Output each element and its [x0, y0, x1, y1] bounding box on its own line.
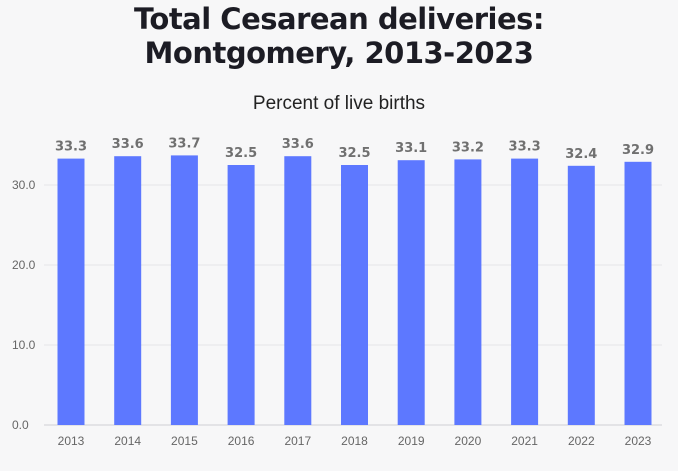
bar-2019 [397, 160, 425, 425]
data-label-2014: 33.6 [112, 137, 144, 152]
y-tick-label: 30.0 [12, 178, 36, 192]
x-tick-label: 2018 [341, 434, 368, 448]
x-tick-label: 2015 [171, 434, 198, 448]
data-label-2021: 33.3 [509, 140, 541, 155]
bar-2015 [170, 155, 198, 425]
data-label-2022: 32.4 [565, 147, 597, 162]
bar-2021 [511, 158, 539, 425]
bar-2016 [227, 165, 255, 425]
y-tick-label: 20.0 [12, 258, 36, 272]
y-tick-label: 10.0 [12, 338, 36, 352]
x-tick-label: 2019 [398, 434, 425, 448]
bar-2018 [341, 165, 368, 425]
data-label-2013: 33.3 [55, 140, 87, 155]
data-label-2023: 32.9 [622, 143, 654, 158]
chart-title-line-2: Montgomery, 2013-2023 [144, 36, 534, 70]
chart-subtitle: Percent of live births [252, 93, 426, 114]
x-tick-label: 2022 [568, 434, 595, 448]
x-tick-label: 2016 [228, 434, 255, 448]
bar-2014 [114, 156, 142, 425]
x-tick-label: 2020 [455, 434, 482, 448]
data-label-2016: 32.5 [225, 146, 257, 161]
data-label-2015: 33.7 [168, 136, 200, 151]
bar-2022 [567, 165, 595, 426]
x-tick-label: 2023 [625, 434, 652, 448]
x-tick-label: 2021 [511, 434, 538, 448]
x-tick-label: 2013 [58, 434, 85, 448]
data-label-2019: 33.1 [395, 141, 427, 156]
bar-2013 [57, 158, 85, 425]
bar-2020 [454, 159, 482, 425]
data-label-2020: 33.2 [452, 140, 484, 155]
bar-2017 [284, 156, 312, 425]
data-label-2018: 32.5 [338, 146, 370, 161]
x-tick-label: 2014 [114, 434, 141, 448]
x-tick-label: 2017 [284, 434, 311, 448]
chart-title: Total Cesarean deliveries: Montgomery, 2… [0, 2, 678, 70]
y-tick-label: 0.0 [12, 418, 29, 432]
data-label-2017: 33.6 [282, 137, 314, 152]
chart-title-line-1: Total Cesarean deliveries: [133, 2, 545, 36]
bar-2023 [624, 161, 652, 426]
